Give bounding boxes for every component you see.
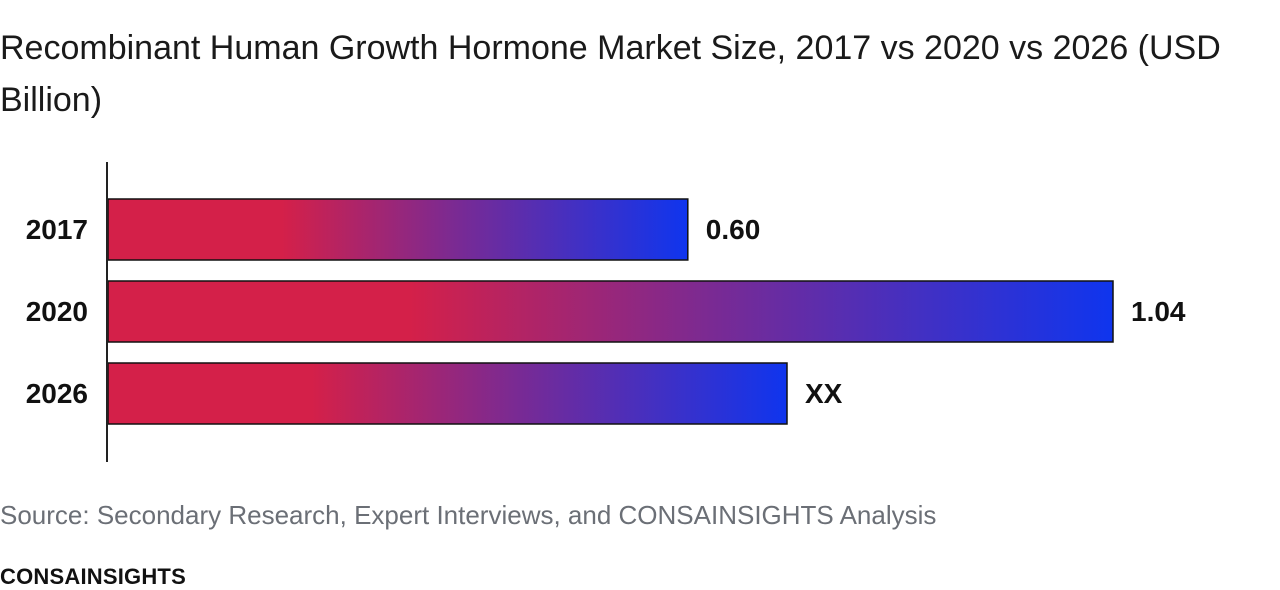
category-label-2026: 2026 (26, 378, 88, 409)
bar-chart-svg: 2017 0.60 2020 1.04 2026 XX (26, 162, 1186, 462)
value-label-2017: 0.60 (706, 214, 761, 245)
chart-title: Recombinant Human Growth Hormone Market … (0, 29, 1221, 119)
source-note: Source: Secondary Research, Expert Inter… (0, 500, 937, 530)
category-label-2020: 2020 (26, 296, 88, 327)
value-label-2020: 1.04 (1131, 296, 1186, 327)
value-label-2026: XX (805, 378, 843, 409)
bar-chart: 2017 0.60 2020 1.04 2026 XX (0, 150, 1280, 470)
bar-2020 (107, 280, 1114, 343)
bar-2026 (107, 362, 788, 425)
bar-2017 (107, 198, 689, 261)
brand-logo-text: CONSAINSIGHTS (0, 564, 186, 589)
category-label-2017: 2017 (26, 214, 88, 245)
